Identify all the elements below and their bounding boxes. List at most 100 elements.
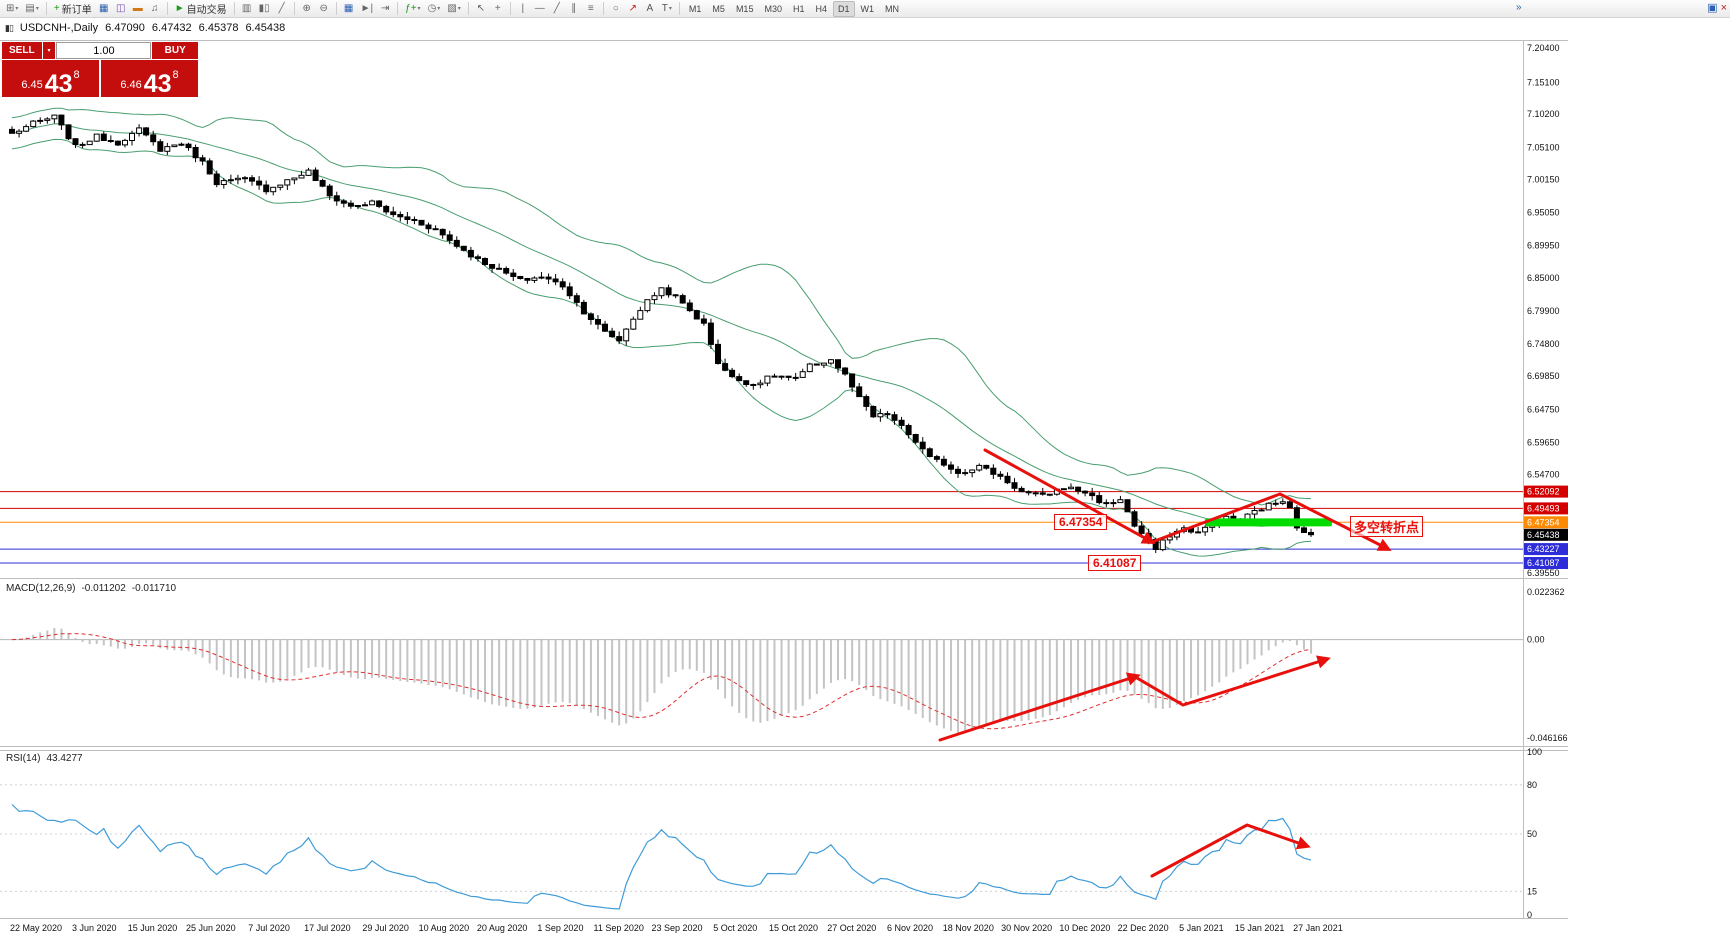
terminal-button[interactable]: ▬ bbox=[130, 1, 146, 17]
svg-text:27 Oct 2020: 27 Oct 2020 bbox=[827, 923, 876, 933]
arrows-tool-button[interactable]: ↗ bbox=[625, 1, 641, 17]
chart-shift-button[interactable]: ⇥ bbox=[377, 1, 393, 17]
svg-text:50: 50 bbox=[1527, 829, 1537, 839]
support-price-label[interactable]: 6.41087 bbox=[1088, 555, 1142, 571]
label-tool-button[interactable]: T ▾ bbox=[661, 3, 672, 14]
timeframe-h4-button[interactable]: H4 bbox=[815, 3, 827, 14]
timeframe-mn-button[interactable]: MN bbox=[885, 3, 900, 14]
chart-shift-icon: ⇥ bbox=[380, 3, 390, 14]
svg-text:29 Jul 2020: 29 Jul 2020 bbox=[362, 923, 409, 933]
auto-scroll-icon: ►| bbox=[360, 3, 374, 14]
sell-price-sup: 8 bbox=[73, 69, 80, 81]
line-chart-button[interactable]: ╱ bbox=[274, 1, 290, 17]
timeframe-h1-button[interactable]: H1 bbox=[792, 3, 805, 14]
price-axis[interactable]: 7.20400 7.15100 7.10200 7.05100 7.00150 6.950… bbox=[1524, 43, 1568, 920]
svg-text:15 Jun 2020: 15 Jun 2020 bbox=[128, 923, 178, 933]
trendline-button[interactable]: ╱ bbox=[549, 1, 565, 17]
auto-scroll-button[interactable]: ►| bbox=[358, 1, 377, 17]
svg-text:6.69850: 6.69850 bbox=[1527, 371, 1560, 381]
cursor-button[interactable]: ↖ bbox=[473, 1, 489, 17]
bar-chart-button[interactable]: ▥ bbox=[239, 1, 255, 17]
ellipse-icon: ○ bbox=[612, 3, 619, 14]
svg-text:20 Aug 2020: 20 Aug 2020 bbox=[477, 923, 528, 933]
new-order-button[interactable]: + 新订单 bbox=[51, 1, 95, 17]
svg-text:1 Sep 2020: 1 Sep 2020 bbox=[537, 923, 583, 933]
new-chart-button[interactable]: ⊞ ▾ bbox=[6, 3, 19, 14]
candle-chart-button[interactable]: ▮▯ bbox=[256, 1, 273, 17]
macd-indicator-label: MACD(12,26,9) -0.011202 -0.011710 bbox=[6, 583, 176, 594]
quote-close: 6.45438 bbox=[245, 22, 286, 34]
quote-open: 6.47090 bbox=[105, 22, 145, 34]
svg-text:25 Jun 2020: 25 Jun 2020 bbox=[186, 923, 236, 933]
buy-price-tile[interactable]: 6.46 43 8 bbox=[101, 60, 198, 97]
svg-text:22 May 2020: 22 May 2020 bbox=[10, 923, 62, 933]
svg-text:6.43227: 6.43227 bbox=[1527, 544, 1560, 554]
channel-button[interactable]: ∥ bbox=[566, 1, 582, 17]
crosshair-button[interactable]: + bbox=[490, 1, 506, 17]
svg-text:18 Nov 2020: 18 Nov 2020 bbox=[943, 923, 994, 933]
periods-button[interactable]: ◷ ▾ bbox=[427, 3, 441, 14]
svg-text:27 Jan 2021: 27 Jan 2021 bbox=[1293, 923, 1343, 933]
rsi-line bbox=[11, 804, 1312, 910]
svg-text:10 Dec 2020: 10 Dec 2020 bbox=[1059, 923, 1110, 933]
volume-input[interactable] bbox=[56, 42, 152, 59]
profiles-button[interactable]: ▤ ▾ bbox=[25, 3, 39, 14]
toolbar-overflow-icon[interactable]: » bbox=[1516, 2, 1522, 13]
svg-text:3 Jun 2020: 3 Jun 2020 bbox=[72, 923, 117, 933]
close-window-icon[interactable]: × bbox=[1720, 2, 1727, 14]
buy-price-sup: 8 bbox=[172, 69, 179, 81]
timeframe-m5-button[interactable]: M5 bbox=[712, 3, 725, 14]
svg-text:6.45438: 6.45438 bbox=[1527, 530, 1560, 540]
svg-text:6.79900: 6.79900 bbox=[1527, 306, 1560, 316]
fibonacci-button[interactable]: ≡ bbox=[583, 1, 599, 17]
turning-point-label[interactable]: 多空转折点 bbox=[1350, 516, 1424, 537]
rsi-value: 43.4277 bbox=[46, 753, 83, 764]
autotrading-button[interactable]: ► 自动交易 bbox=[172, 1, 230, 17]
alerts-button[interactable]: ♫ bbox=[147, 1, 163, 17]
navigator-button[interactable]: ◫ bbox=[113, 1, 129, 17]
timeframe-m15-button[interactable]: M15 bbox=[735, 3, 754, 14]
zoom-out-button[interactable]: ⊖ bbox=[316, 1, 332, 17]
tile-windows-icon: ▦ bbox=[343, 3, 354, 14]
clock-icon: ◷ bbox=[427, 3, 437, 14]
macd-signal-value: -0.011710 bbox=[131, 583, 177, 594]
zoom-in-button[interactable]: ⊕ bbox=[299, 1, 315, 17]
date-axis[interactable]: 22 May 2020 3 Jun 2020 15 Jun 2020 25 Jun 2… bbox=[10, 923, 1343, 933]
market-watch-button[interactable]: ▦ bbox=[96, 1, 112, 17]
turning-zone-highlight[interactable] bbox=[1205, 518, 1332, 527]
restore-window-icon[interactable]: ▣ bbox=[1707, 2, 1718, 14]
timeframe-m30-button[interactable]: M30 bbox=[764, 3, 782, 14]
timeframe-d1-button[interactable]: D1 bbox=[833, 0, 855, 17]
navigator-icon: ◫ bbox=[115, 3, 126, 14]
profiles-icon: ▤ bbox=[25, 3, 35, 14]
indicators-button[interactable]: ƒ+ ▾ bbox=[405, 3, 421, 14]
plus-icon: + bbox=[53, 3, 60, 14]
sell-price-tile[interactable]: 6.45 43 8 bbox=[2, 60, 99, 97]
buy-button[interactable]: BUY bbox=[152, 42, 198, 59]
sell-button[interactable]: SELL bbox=[2, 42, 42, 59]
svg-text:7.20400: 7.20400 bbox=[1527, 43, 1560, 53]
svg-text:15 Jan 2021: 15 Jan 2021 bbox=[1235, 923, 1285, 933]
macd-trend-arrows[interactable] bbox=[938, 655, 1331, 742]
rsi-trend-arrows[interactable] bbox=[1150, 823, 1311, 878]
new-order-label: 新订单 bbox=[61, 5, 92, 16]
vertical-line-button[interactable]: | bbox=[515, 1, 531, 17]
timeframe-w1-button[interactable]: W1 bbox=[860, 3, 875, 14]
text-tool-button[interactable]: A bbox=[642, 1, 658, 17]
main-trend-arrows[interactable] bbox=[983, 448, 1392, 551]
channel-icon: ∥ bbox=[571, 3, 577, 14]
resistance-price-label[interactable]: 6.47354 bbox=[1054, 514, 1108, 530]
svg-text:6.85000: 6.85000 bbox=[1527, 273, 1560, 283]
bar-chart-icon: ▥ bbox=[241, 3, 252, 14]
shapes-button[interactable]: ○ bbox=[608, 1, 624, 17]
svg-text:7.00150: 7.00150 bbox=[1527, 174, 1560, 184]
timeframe-m1-button[interactable]: M1 bbox=[688, 3, 702, 14]
templates-button[interactable]: ▧ ▾ bbox=[447, 3, 461, 14]
volume-dropdown-icon[interactable]: ▾ bbox=[42, 42, 56, 59]
svg-text:5 Oct 2020: 5 Oct 2020 bbox=[713, 923, 757, 933]
tile-windows-button[interactable]: ▦ bbox=[341, 1, 357, 17]
rsi-name: RSI(14) bbox=[6, 753, 41, 764]
rsi-indicator-label: RSI(14) 43.4277 bbox=[6, 753, 83, 764]
horizontal-line-button[interactable]: — bbox=[532, 1, 548, 17]
